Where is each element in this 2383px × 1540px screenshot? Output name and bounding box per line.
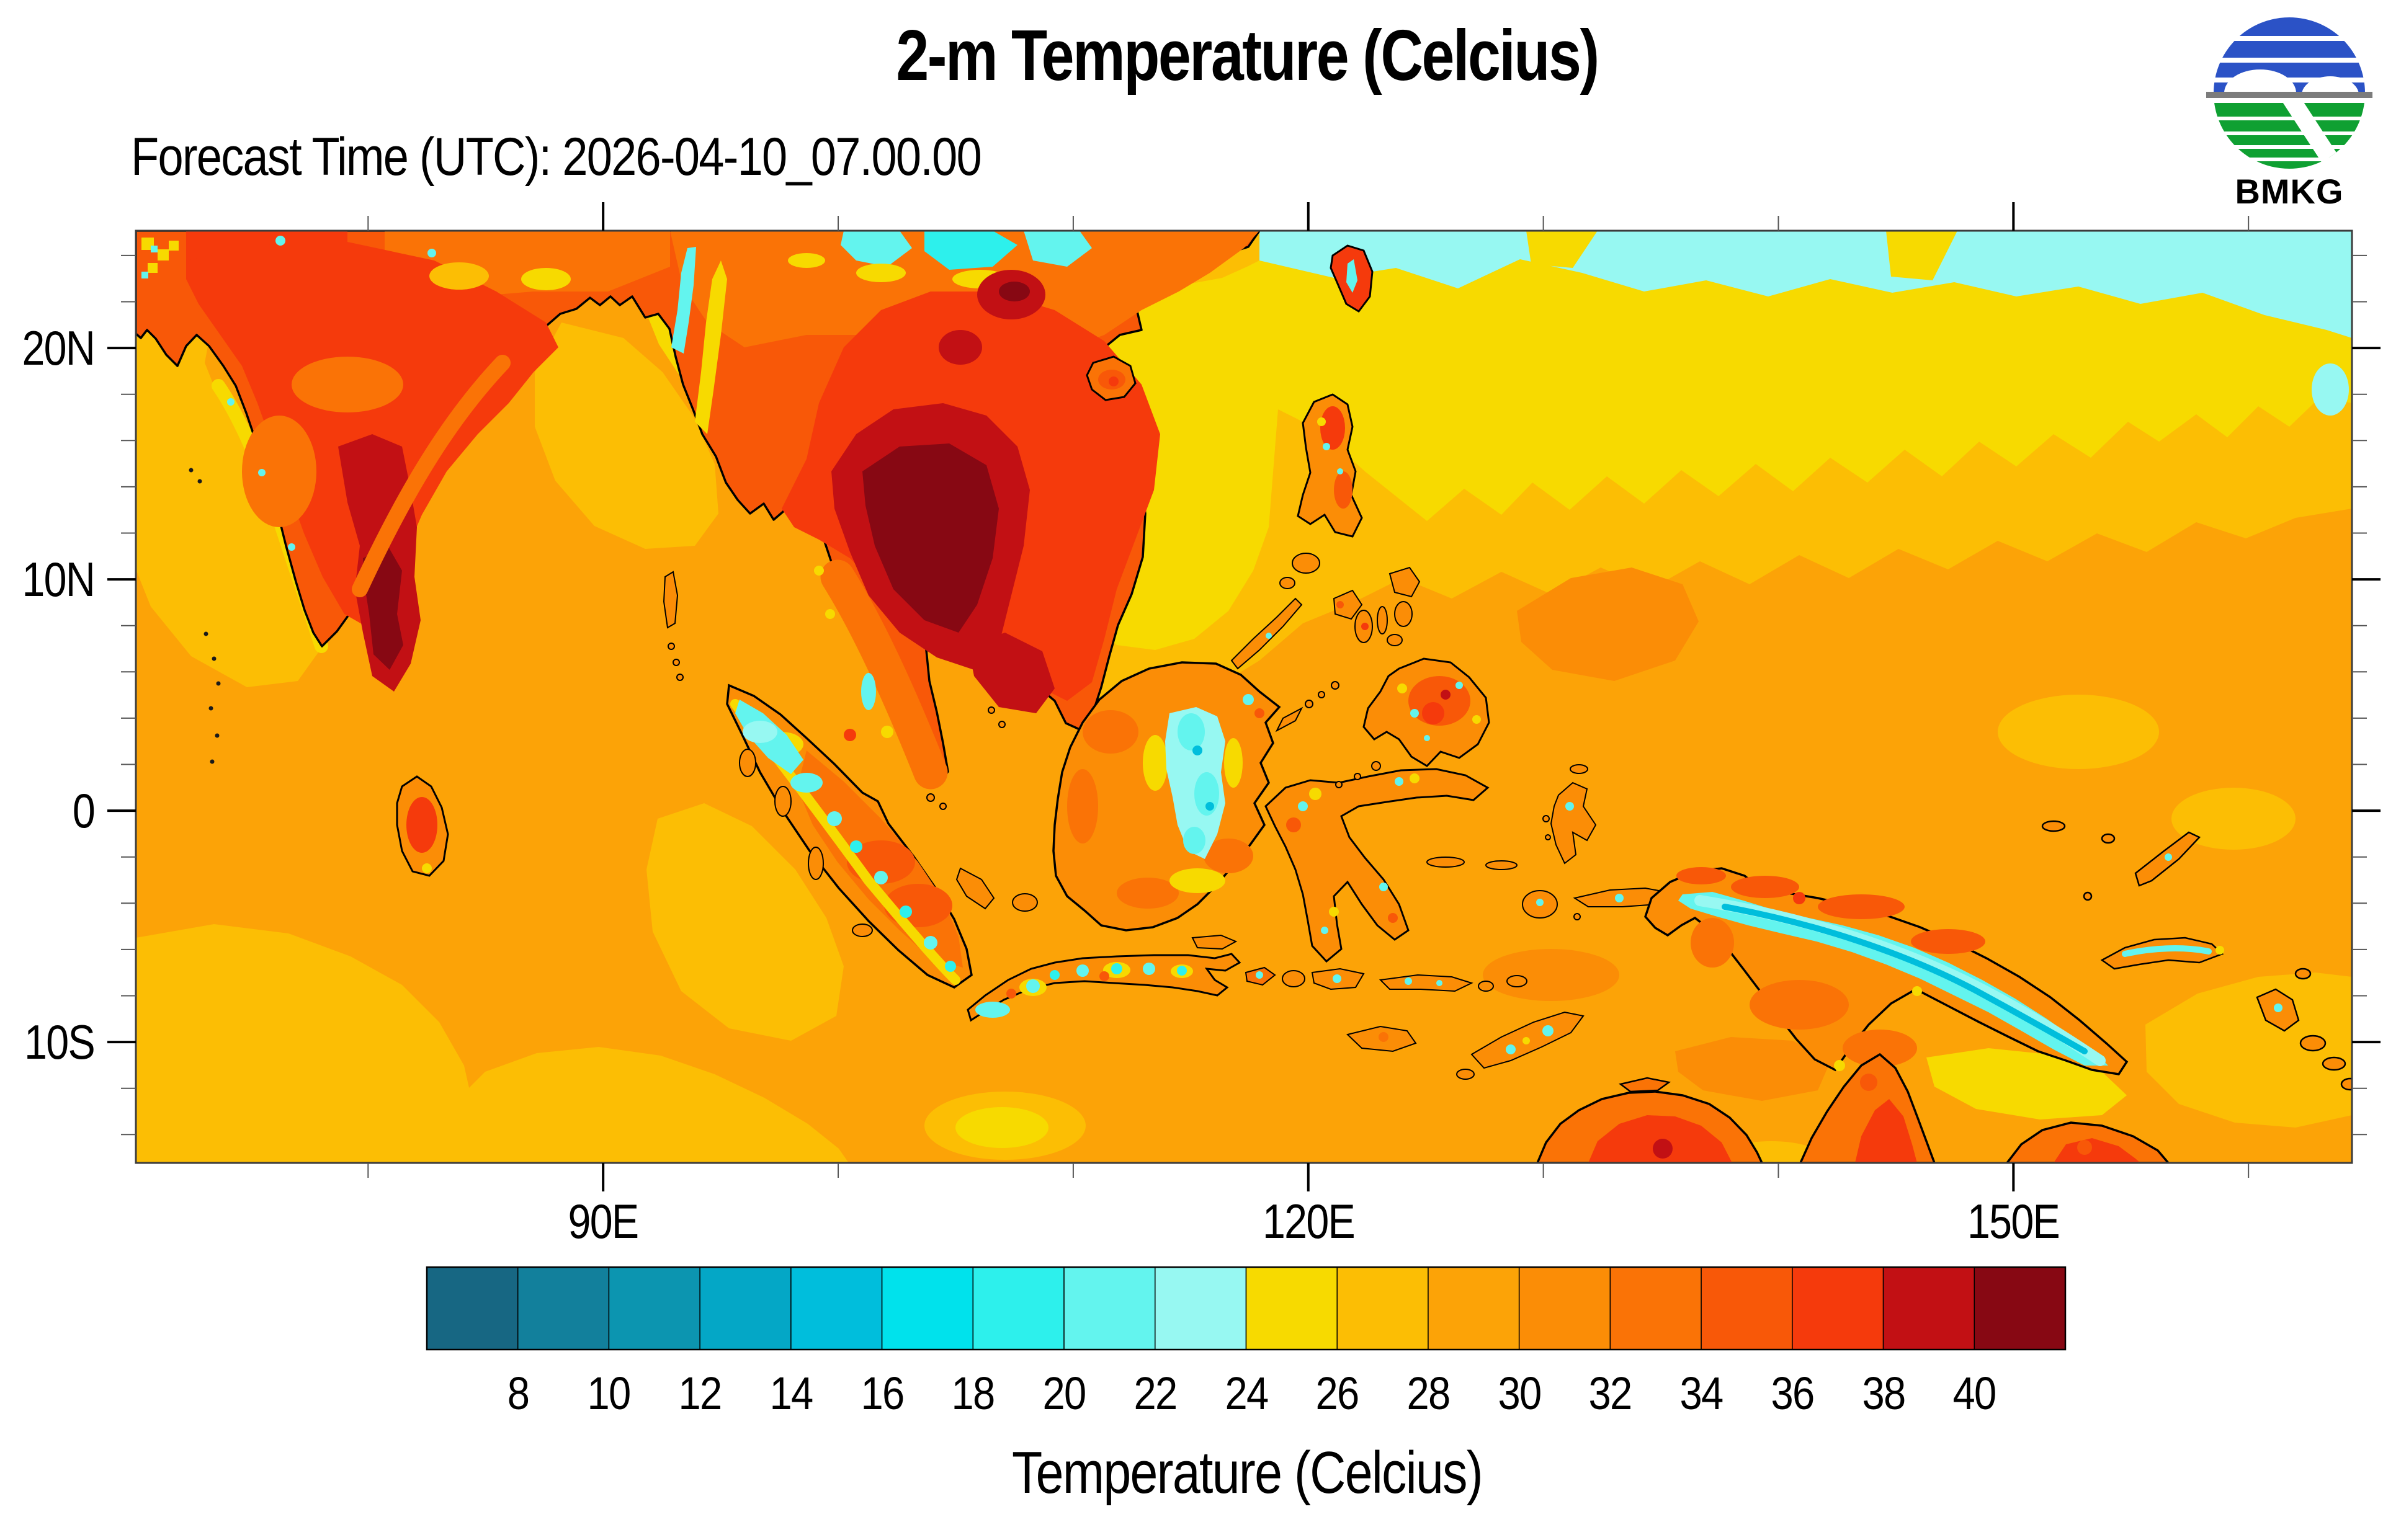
colorbar-cell xyxy=(1245,1266,1338,1350)
island-borneo xyxy=(1052,661,1339,932)
y-axis-label-20N: 20N xyxy=(22,321,95,376)
islands-philippines xyxy=(1230,393,1490,788)
colorbar-cell xyxy=(1609,1266,1702,1350)
island-hainan xyxy=(1086,355,1137,401)
colorbar-tick-label-36: 36 xyxy=(1771,1368,1815,1419)
colorbar-cell xyxy=(790,1266,883,1350)
x-axis-label-150E: 150E xyxy=(1967,1194,2060,1248)
colorbar-tick-label-32: 32 xyxy=(1588,1368,1633,1419)
y-axis-label-10N: 10N xyxy=(22,552,95,607)
colorbar-tick-label-24: 24 xyxy=(1225,1368,1269,1419)
island-sulawesi xyxy=(1264,768,1518,963)
island-sumatra xyxy=(726,683,1038,989)
sea-patches xyxy=(136,231,2352,1163)
x-axis-label-90E: 90E xyxy=(568,1194,640,1248)
island-sri-lanka xyxy=(396,775,449,877)
islands-bismarck-solomons xyxy=(2041,820,2352,1091)
logo-land-stripe xyxy=(2214,120,2365,131)
colorbar-tick-label-28: 28 xyxy=(1406,1368,1451,1419)
page-title: 2-m Temperature (Celcius) xyxy=(896,15,1599,96)
colorbar-cell xyxy=(608,1266,700,1350)
colorbar-cell xyxy=(426,1266,519,1350)
island-java-sunda xyxy=(967,934,1585,1080)
islands-moluccas xyxy=(1522,764,1674,920)
logo-cloud-stripe xyxy=(2214,41,2365,58)
forecast-time-label: Forecast Time (UTC): 2026-04-10_07.00.00 xyxy=(131,127,982,187)
bmkg-logo xyxy=(2206,17,2372,169)
colorbar-tick-label-34: 34 xyxy=(1679,1368,1724,1419)
colorbar-tick-label-18: 18 xyxy=(951,1368,996,1419)
island-taiwan xyxy=(1330,244,1374,313)
y-axis-label-0: 0 xyxy=(72,783,96,839)
temperature-field xyxy=(136,231,2352,1163)
colorbar-cell xyxy=(1518,1266,1611,1350)
colorbar-tick-label-10: 10 xyxy=(587,1368,632,1419)
colorbar-tick-label-16: 16 xyxy=(861,1368,905,1419)
colorbar-tick-label-40: 40 xyxy=(1952,1368,1997,1419)
colorbar-tick-label-30: 30 xyxy=(1498,1368,1542,1419)
colorbar-tick-label-12: 12 xyxy=(678,1368,723,1419)
colorbar-cell xyxy=(1336,1266,1429,1350)
axis-ticks xyxy=(107,202,2381,1191)
coastline-australia xyxy=(1536,1053,2170,1163)
colorbar-cell xyxy=(972,1266,1065,1350)
colorbar-cell xyxy=(1063,1266,1156,1350)
colorbar-cell xyxy=(881,1266,974,1350)
colorbar-cell xyxy=(699,1266,792,1350)
map-frame xyxy=(135,229,2353,1164)
colorbar-tick-label-38: 38 xyxy=(1862,1368,1906,1419)
bmkg-logo-text: BMKG xyxy=(2235,172,2344,211)
colorbar-cell xyxy=(1155,1266,1247,1350)
colorbar-cell xyxy=(517,1266,610,1350)
colorbar-tick-label-26: 26 xyxy=(1315,1368,1360,1419)
colorbar-tick-label-20: 20 xyxy=(1042,1368,1087,1419)
colorbar-title: Temperature (Celcius) xyxy=(1012,1440,1483,1506)
colorbar-tick-label-22: 22 xyxy=(1133,1368,1178,1419)
colorbar-cell xyxy=(1701,1266,1793,1350)
colorbar-tick-label-14: 14 xyxy=(769,1368,813,1419)
colorbar-border xyxy=(426,1266,2067,1351)
colorbar-tick-label-8: 8 xyxy=(507,1368,529,1419)
colorbar-cell xyxy=(1792,1266,1884,1350)
island-chains-small xyxy=(189,468,684,764)
island-new-guinea xyxy=(1644,867,2129,1075)
x-axis-label-120E: 120E xyxy=(1262,1194,1356,1248)
y-axis-label-10S: 10S xyxy=(24,1015,96,1070)
colorbar-cell xyxy=(1882,1266,1975,1350)
colorbar-cell xyxy=(1974,1266,2066,1350)
logo-horizon-bar xyxy=(2206,92,2372,98)
colorbar xyxy=(426,1266,2067,1351)
coastline-asia xyxy=(136,231,1261,790)
colorbar-cell xyxy=(1428,1266,1520,1350)
